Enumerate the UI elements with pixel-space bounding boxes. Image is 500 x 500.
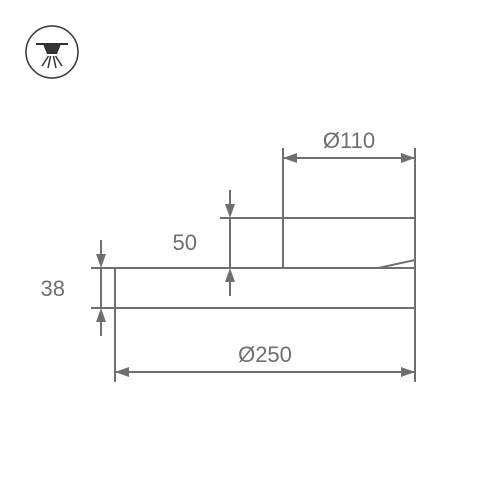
- dim-h38-arrow-bot: [96, 308, 106, 322]
- dim-h50-arrow-bot: [225, 268, 235, 282]
- dim-d250-arrow-l: [115, 367, 129, 377]
- dim-d110-arrow-r: [401, 153, 415, 163]
- dim-h50-label: 50: [173, 230, 197, 255]
- dim-h38-label: 38: [41, 276, 65, 301]
- dim-d110-label: Ø110: [323, 128, 375, 153]
- outline-collar: [283, 218, 415, 268]
- technical-drawing: Ø110 50 38 Ø250: [0, 0, 500, 500]
- dim-h50-arrow-top: [225, 204, 235, 218]
- outline-base: [115, 268, 415, 308]
- dim-h38-arrow-top: [96, 254, 106, 268]
- dim-d250-arrow-r: [401, 367, 415, 377]
- dim-d110-arrow-l: [283, 153, 297, 163]
- dim-d250-label: Ø250: [238, 342, 292, 367]
- outline-taper: [378, 260, 415, 268]
